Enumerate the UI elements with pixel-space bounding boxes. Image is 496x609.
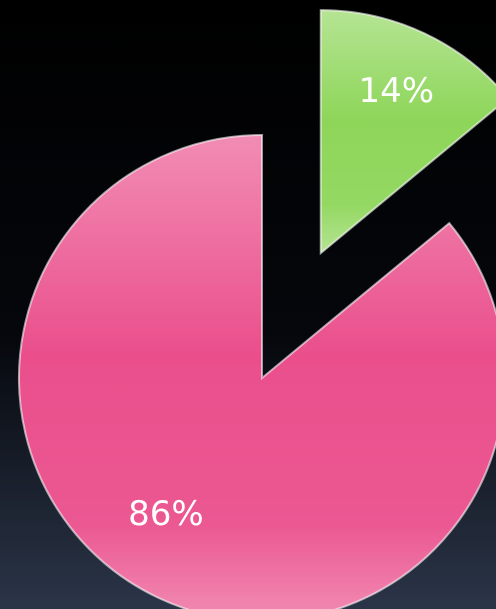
slice-label: 86% bbox=[128, 494, 204, 534]
slice-label: 14% bbox=[358, 71, 434, 111]
